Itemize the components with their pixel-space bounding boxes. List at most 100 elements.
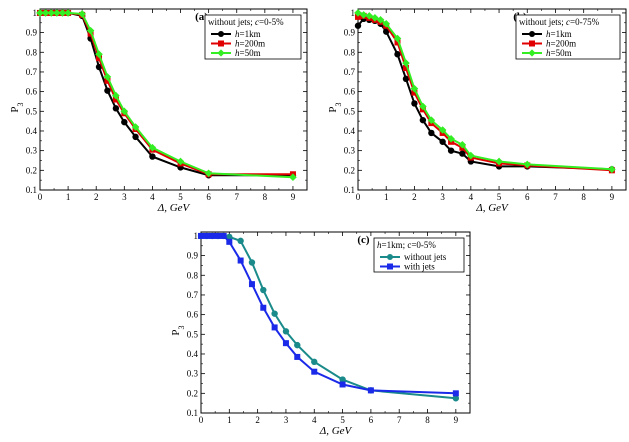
legend-marker (217, 49, 225, 57)
x-tick-label: 8 (425, 415, 430, 425)
data-point (95, 63, 103, 71)
data-point (452, 395, 460, 402)
x-tick-label: 3 (440, 192, 445, 202)
data-point (103, 73, 112, 81)
data-point (458, 140, 467, 149)
x-tick-label: 2 (94, 192, 99, 202)
y-tick-label: 0.5 (344, 106, 356, 116)
data-point (226, 238, 233, 245)
data-point (402, 75, 410, 83)
data-point (149, 153, 156, 160)
legend-label: h=1km (546, 29, 572, 39)
x-tick-label: 5 (340, 415, 345, 425)
legend-title: h=1km; c=0-5% (377, 240, 436, 250)
data-point (237, 237, 244, 245)
x-tick-label: 8 (581, 192, 586, 202)
y-tick-label: 0.6 (344, 87, 356, 97)
data-point (383, 28, 390, 35)
data-point (393, 34, 402, 43)
x-tick-label: 5 (497, 192, 502, 202)
data-point (64, 9, 72, 17)
data-point (411, 89, 418, 96)
x-tick-label: 4 (469, 192, 474, 202)
x-tick-label: 9 (291, 192, 296, 202)
y-tick-label: 1 (33, 8, 38, 18)
x-axis-label: Δ, GeV (157, 202, 191, 214)
data-point (282, 328, 290, 335)
data-point (339, 381, 346, 388)
data-point (112, 105, 120, 112)
data-point (47, 9, 56, 17)
data-point (294, 341, 301, 349)
chart-panel-2: 0 1 2 3 4 5 6 7 8 9 0.1 0.2 0.3 0.4 0.5 0.6 0.7 0.8 0.9 1 Δ,… (170, 231, 471, 437)
legend-label: h=200m (546, 39, 576, 49)
x-tick-label: 7 (553, 192, 558, 202)
data-point (419, 116, 427, 124)
x-tick-label: 4 (312, 415, 317, 425)
data-point (121, 118, 128, 126)
y-axis-label: P3 (170, 325, 186, 335)
x-tick-label: 6 (369, 415, 374, 425)
chart-panel-1: 0 1 2 3 4 5 6 7 8 9 0.1 0.2 0.3 0.4 0.5 0.6 0.7 0.8 0.9 1 Δ,… (327, 8, 627, 214)
data-point (78, 10, 86, 18)
data-point (608, 165, 616, 174)
data-point (112, 96, 119, 103)
x-tick-label: 0 (356, 192, 361, 202)
y-tick-label: 0.8 (344, 47, 356, 57)
y-axis-label: P3 (9, 102, 25, 112)
data-point (523, 160, 532, 169)
y-tick-label: 0.7 (187, 290, 199, 300)
chart-panel-0: 0 1 2 3 4 5 6 7 8 9 0.1 0.2 0.3 0.4 0.5 0.6 0.7 0.8 0.9 1 Δ,… (9, 8, 308, 214)
data-point (428, 129, 435, 137)
y-tick-label: 0.9 (187, 251, 199, 261)
y-tick-label: 0.4 (344, 126, 356, 136)
data-point (226, 233, 233, 241)
data-point (371, 14, 379, 22)
data-point (198, 232, 204, 239)
data-point (209, 232, 216, 239)
data-point (365, 12, 374, 20)
legend-marker (528, 49, 536, 57)
data-point (220, 232, 227, 239)
legend-label: h=50m (235, 48, 261, 58)
legend-label: h=50m (546, 48, 572, 58)
data-point (311, 358, 318, 366)
legend-label: h=200m (235, 39, 265, 49)
y-tick-label: 0.5 (26, 106, 38, 116)
y-tick-label: 0.5 (187, 329, 199, 339)
plot-frame (200, 231, 471, 414)
y-tick-label: 0.4 (26, 126, 38, 136)
y-tick-label: 0.1 (187, 408, 198, 418)
x-tick-label: 9 (454, 415, 459, 425)
data-point (447, 135, 455, 143)
data-point (132, 133, 139, 141)
data-point (271, 310, 278, 317)
data-point (382, 19, 391, 28)
data-point (411, 100, 418, 107)
y-tick-label: 0.3 (344, 146, 356, 156)
data-point (58, 9, 67, 17)
legend-marker (387, 254, 393, 260)
data-point (394, 39, 401, 46)
y-tick-label: 0.9 (344, 28, 356, 38)
data-point (289, 173, 297, 182)
x-axis-label: Δ, GeV (319, 425, 353, 437)
y-tick-label: 0.9 (26, 28, 38, 38)
data-point (402, 59, 410, 67)
data-point (294, 353, 301, 360)
data-point (86, 26, 95, 35)
y-tick-label: 0.2 (187, 388, 198, 398)
legend-label: with jets (404, 262, 435, 272)
data-point (36, 9, 44, 17)
data-point (427, 116, 436, 124)
y-tick-label: 1 (351, 8, 356, 18)
x-tick-label: 8 (263, 192, 268, 202)
data-point (176, 157, 185, 166)
x-tick-label: 1 (227, 415, 232, 425)
data-point (410, 84, 419, 93)
data-point (447, 147, 455, 154)
data-point (214, 232, 221, 239)
data-point (260, 286, 267, 294)
data-point (204, 169, 213, 178)
x-tick-label: 2 (255, 415, 260, 425)
